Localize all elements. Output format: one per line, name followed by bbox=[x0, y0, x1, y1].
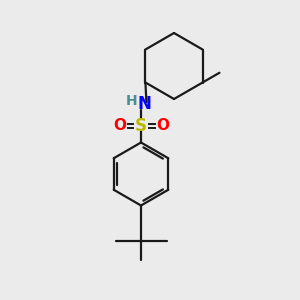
Text: H: H bbox=[126, 94, 138, 108]
Text: O: O bbox=[113, 118, 126, 134]
Text: O: O bbox=[156, 118, 169, 134]
Text: S: S bbox=[135, 117, 147, 135]
Text: N: N bbox=[138, 95, 152, 113]
